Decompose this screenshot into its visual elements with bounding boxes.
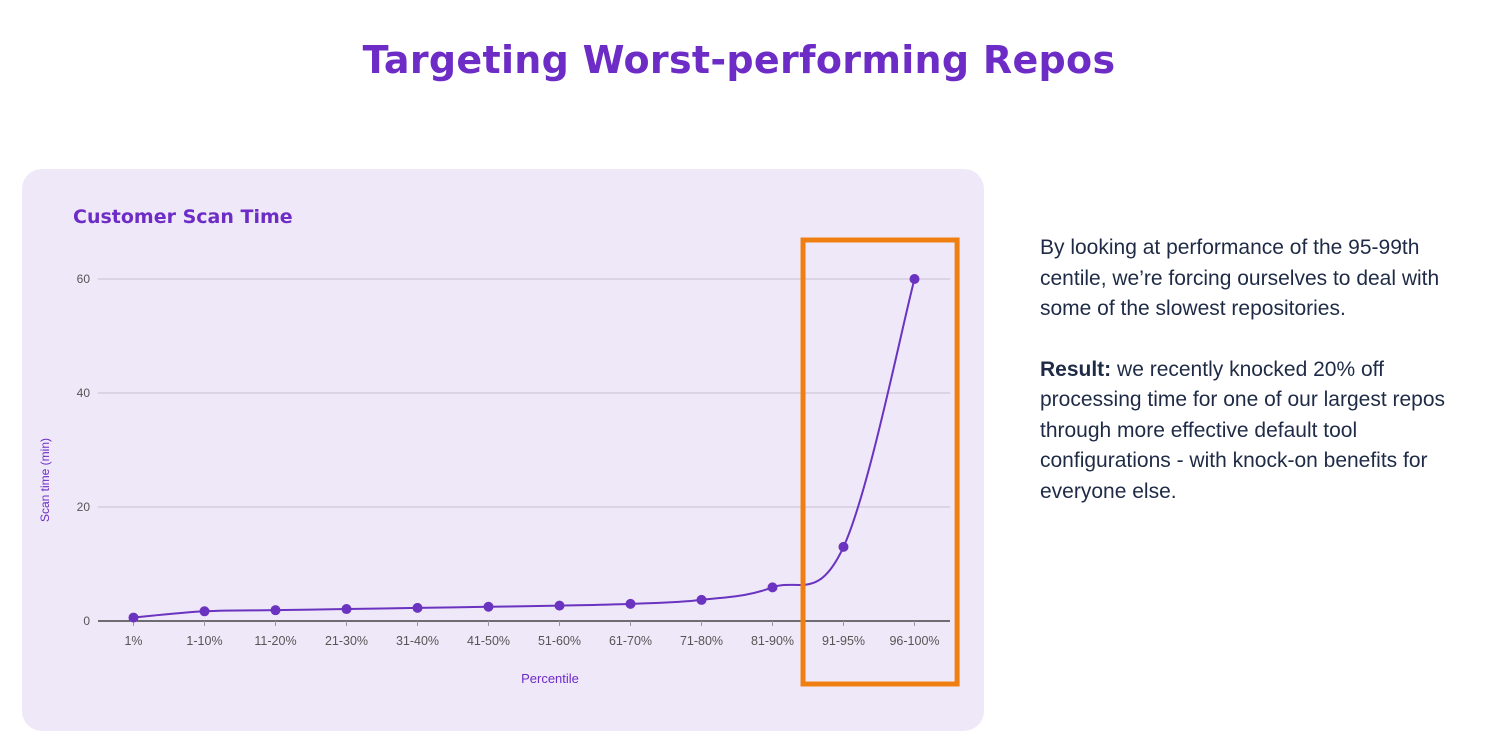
x-tick-label: 91-95% xyxy=(822,634,865,648)
y-tick-label: 60 xyxy=(77,272,91,286)
x-tick-label: 1-10% xyxy=(186,634,222,648)
x-tick-label: 1% xyxy=(124,634,142,648)
data-point xyxy=(199,606,210,617)
data-point xyxy=(696,594,707,605)
side-text: By looking at performance of the 95-99th… xyxy=(1040,233,1480,537)
data-point xyxy=(767,582,778,593)
y-tick-label: 40 xyxy=(77,386,91,400)
chart-title: Customer Scan Time xyxy=(73,206,293,228)
data-point xyxy=(270,605,281,616)
y-axis-title: Scan time (min) xyxy=(38,438,52,522)
result-paragraph: Result: we recently knocked 20% off proc… xyxy=(1040,355,1480,508)
x-tick-label: 96-100% xyxy=(889,634,939,648)
y-tick-label: 0 xyxy=(83,614,90,628)
x-tick-label: 31-40% xyxy=(396,634,439,648)
x-tick-label: 21-30% xyxy=(325,634,368,648)
data-point xyxy=(412,602,423,613)
x-tick-label: 71-80% xyxy=(680,634,723,648)
data-point xyxy=(128,612,139,623)
result-label: Result: xyxy=(1040,357,1112,381)
x-tick-label: 61-70% xyxy=(609,634,652,648)
x-tick-label: 41-50% xyxy=(467,634,510,648)
x-tick-label: 51-60% xyxy=(538,634,581,648)
data-point xyxy=(554,600,565,611)
data-point xyxy=(625,598,636,609)
scan-time-chart: 0 20 40 60 1% 1-10% 11-20% 21-30% 31-40% 41-50% 51… xyxy=(38,237,960,687)
x-tick-label: 11-20% xyxy=(254,634,296,648)
series-line xyxy=(133,278,916,619)
data-point xyxy=(909,274,920,284)
side-paragraph: By looking at performance of the 95-99th… xyxy=(1040,236,1440,320)
result-text: we recently knocked 20% off processing t… xyxy=(1040,357,1446,503)
data-point xyxy=(838,541,849,552)
data-point xyxy=(341,604,352,615)
x-axis-title: Percentile xyxy=(521,671,579,686)
y-tick-label: 20 xyxy=(77,500,91,514)
x-tick-label: 81-90% xyxy=(751,634,794,648)
chart-card: 0 20 40 60 1% 1-10% 11-20% 21-30% 31-40% 41-50% 51… xyxy=(22,169,984,731)
highlight-box xyxy=(800,237,960,687)
data-point xyxy=(483,601,494,612)
page-title: Targeting Worst-performing Repos xyxy=(362,38,1116,82)
